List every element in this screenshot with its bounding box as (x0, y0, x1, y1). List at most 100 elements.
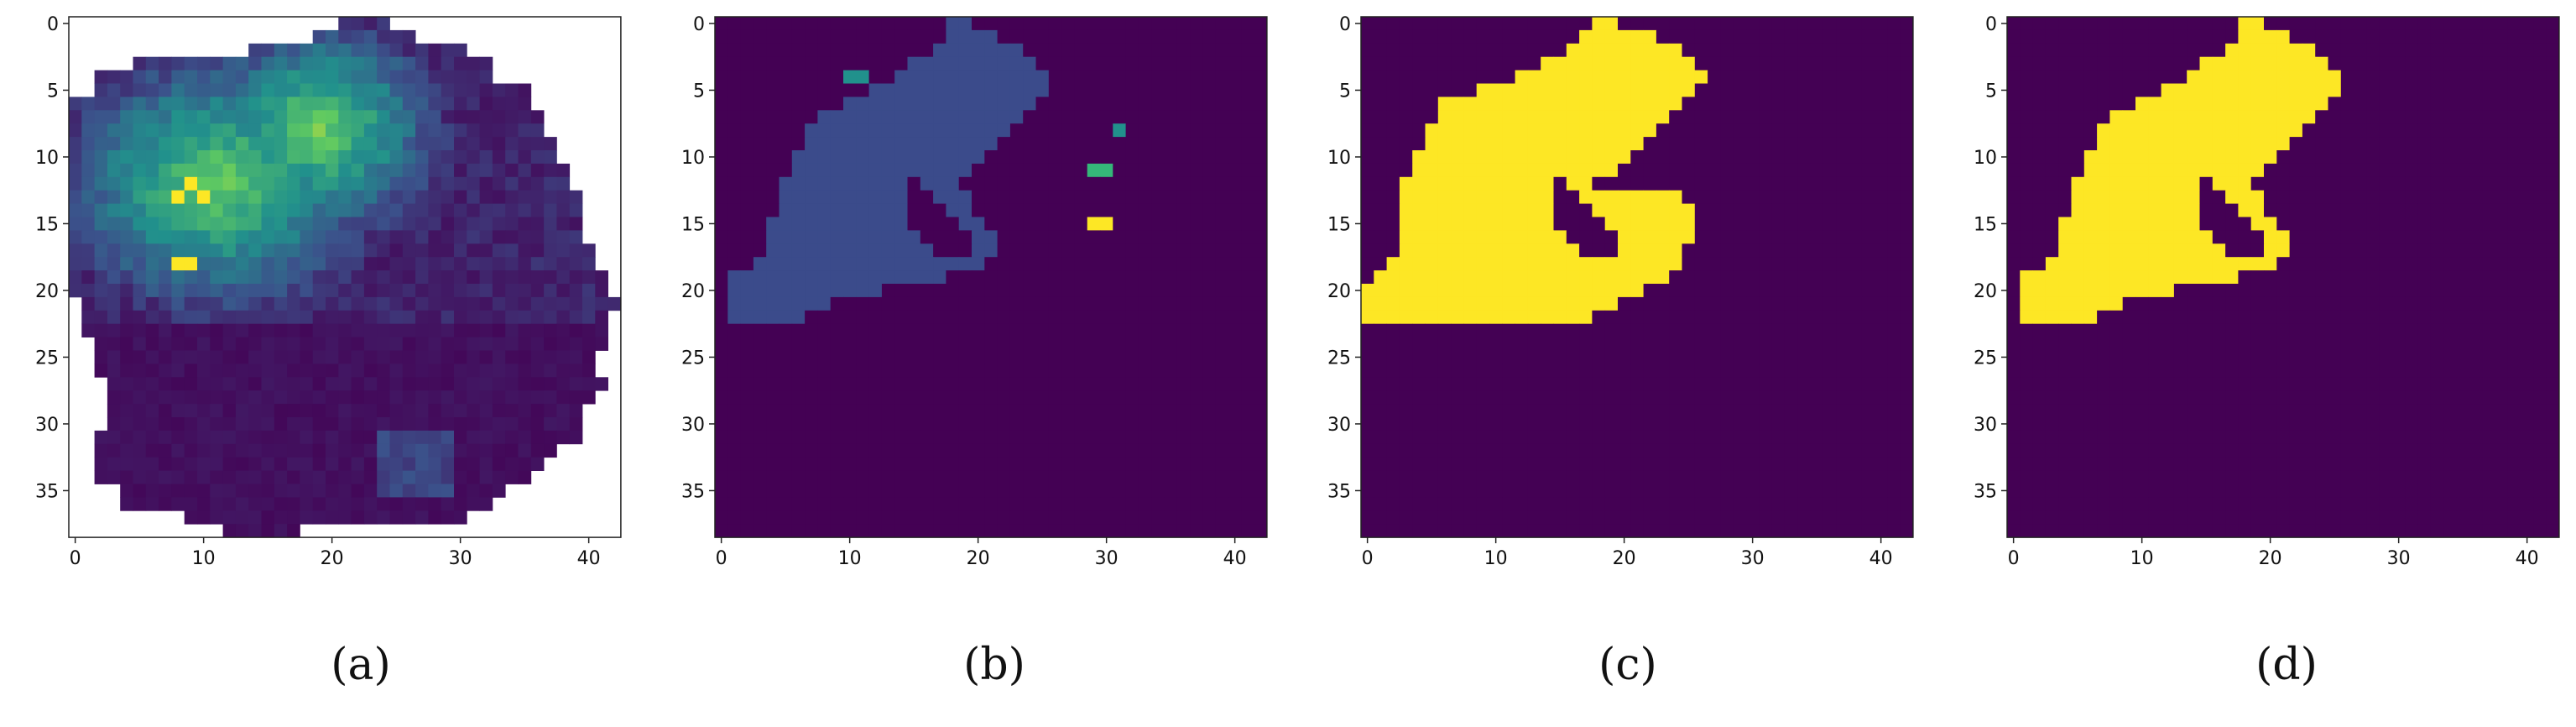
heatmap-cell (1553, 296, 1567, 311)
heatmap-cell (1425, 123, 1439, 138)
heatmap-cell (377, 337, 390, 351)
heatmap-cell (326, 110, 339, 124)
heatmap-cell (868, 230, 883, 244)
heatmap-cell (1618, 364, 1631, 378)
heatmap-cell (1836, 17, 1849, 31)
heatmap-cell (312, 110, 326, 124)
heatmap-cell (261, 524, 275, 538)
heatmap-cell (1164, 390, 1178, 405)
heatmap-cell (184, 110, 198, 124)
heatmap-cell (1694, 230, 1708, 244)
heatmap-cell (235, 457, 249, 471)
heatmap-cell (817, 176, 832, 191)
heatmap-cell (1771, 123, 1786, 138)
heatmap-cell (530, 390, 545, 405)
heatmap-cell (946, 443, 960, 458)
heatmap-cell (145, 457, 159, 471)
heatmap-cell (274, 150, 288, 165)
heatmap-cell (1810, 524, 1824, 538)
heatmap-cell (958, 150, 973, 165)
heatmap-cell (530, 364, 545, 378)
heatmap-cell (467, 70, 480, 84)
heatmap-cell (984, 70, 998, 84)
heatmap-cell (1125, 323, 1139, 337)
heatmap-cell (1656, 83, 1670, 97)
heatmap-cell (805, 443, 818, 458)
heatmap-cell (779, 470, 793, 484)
heatmap-cell (222, 296, 237, 311)
heatmap-cell (107, 230, 121, 244)
heatmap-cell (1476, 284, 1490, 298)
heatmap-cell (881, 497, 895, 511)
heatmap-cell (582, 350, 596, 364)
heatmap-cell (946, 270, 960, 285)
heatmap-cell (2443, 29, 2457, 44)
heatmap-cell (881, 296, 895, 311)
heatmap-cell (1604, 457, 1619, 471)
heatmap-cell (415, 457, 429, 471)
heatmap-cell (197, 296, 211, 311)
heatmap-cell (1720, 524, 1734, 538)
heatmap-cell (1618, 417, 1631, 431)
heatmap-cell (1875, 70, 1888, 84)
heatmap-cell (1810, 176, 1824, 191)
heatmap-cell (1164, 163, 1178, 178)
heatmap-cell (2302, 43, 2316, 58)
heatmap-cell (1125, 163, 1139, 178)
heatmap-cell (1515, 377, 1529, 391)
heatmap-cell (389, 137, 404, 151)
heatmap-cell (1887, 390, 1901, 405)
heatmap-cell (1887, 43, 1901, 58)
heatmap-cell (1190, 350, 1203, 364)
heatmap-cell (2187, 29, 2200, 44)
heatmap-cell (1708, 70, 1721, 84)
heatmap-cell (518, 217, 532, 231)
heatmap-cell (81, 203, 95, 217)
heatmap-cell (1720, 350, 1734, 364)
heatmap-cell (817, 484, 832, 498)
heatmap-cell (287, 390, 300, 405)
heatmap-cell (1708, 323, 1721, 337)
heatmap-cell (1215, 137, 1229, 151)
heatmap-cell (556, 430, 571, 445)
heatmap-cell (569, 430, 583, 445)
heatmap-cell (1887, 190, 1901, 204)
heatmap-cell (1437, 484, 1452, 498)
heatmap-cell (715, 470, 728, 484)
heatmap-cell (1202, 29, 1217, 44)
heatmap-cell (1361, 323, 1374, 337)
heatmap-cell (222, 230, 237, 244)
heatmap-cell (1451, 484, 1464, 498)
heatmap-cell (248, 56, 262, 71)
heatmap-cell (389, 430, 404, 445)
heatmap-cell (1643, 404, 1657, 418)
heatmap-cell (1113, 484, 1126, 498)
heatmap-cell (1822, 83, 1837, 97)
heatmap-cell (1810, 83, 1824, 97)
heatmap-cell (766, 404, 780, 418)
heatmap-cell (920, 457, 934, 471)
heatmap-cell (1515, 230, 1529, 244)
heatmap-cell (1202, 203, 1217, 217)
heatmap-cell (326, 203, 339, 217)
heatmap-cell (933, 150, 946, 165)
heatmap-cell (1386, 43, 1400, 58)
heatmap-cell (1836, 110, 1849, 124)
heatmap-cell (1386, 70, 1400, 84)
heatmap-cell (1125, 17, 1139, 31)
heatmap-cell (479, 110, 493, 124)
heatmap-cell (2507, 17, 2521, 31)
heatmap-cell (894, 484, 908, 498)
heatmap-cell (363, 377, 378, 391)
heatmap-cell (1048, 83, 1062, 97)
heatmap-cell (1125, 243, 1139, 258)
heatmap-cell (556, 296, 571, 311)
heatmap-cell (907, 524, 921, 538)
heatmap-cell (1228, 417, 1242, 431)
heatmap-cell (1708, 17, 1721, 31)
heatmap-cell (1900, 190, 1914, 204)
heatmap-cell (171, 430, 185, 445)
heatmap-cell (1875, 150, 1888, 165)
heatmap-cell (1386, 524, 1400, 538)
heatmap-cell (1190, 17, 1203, 31)
